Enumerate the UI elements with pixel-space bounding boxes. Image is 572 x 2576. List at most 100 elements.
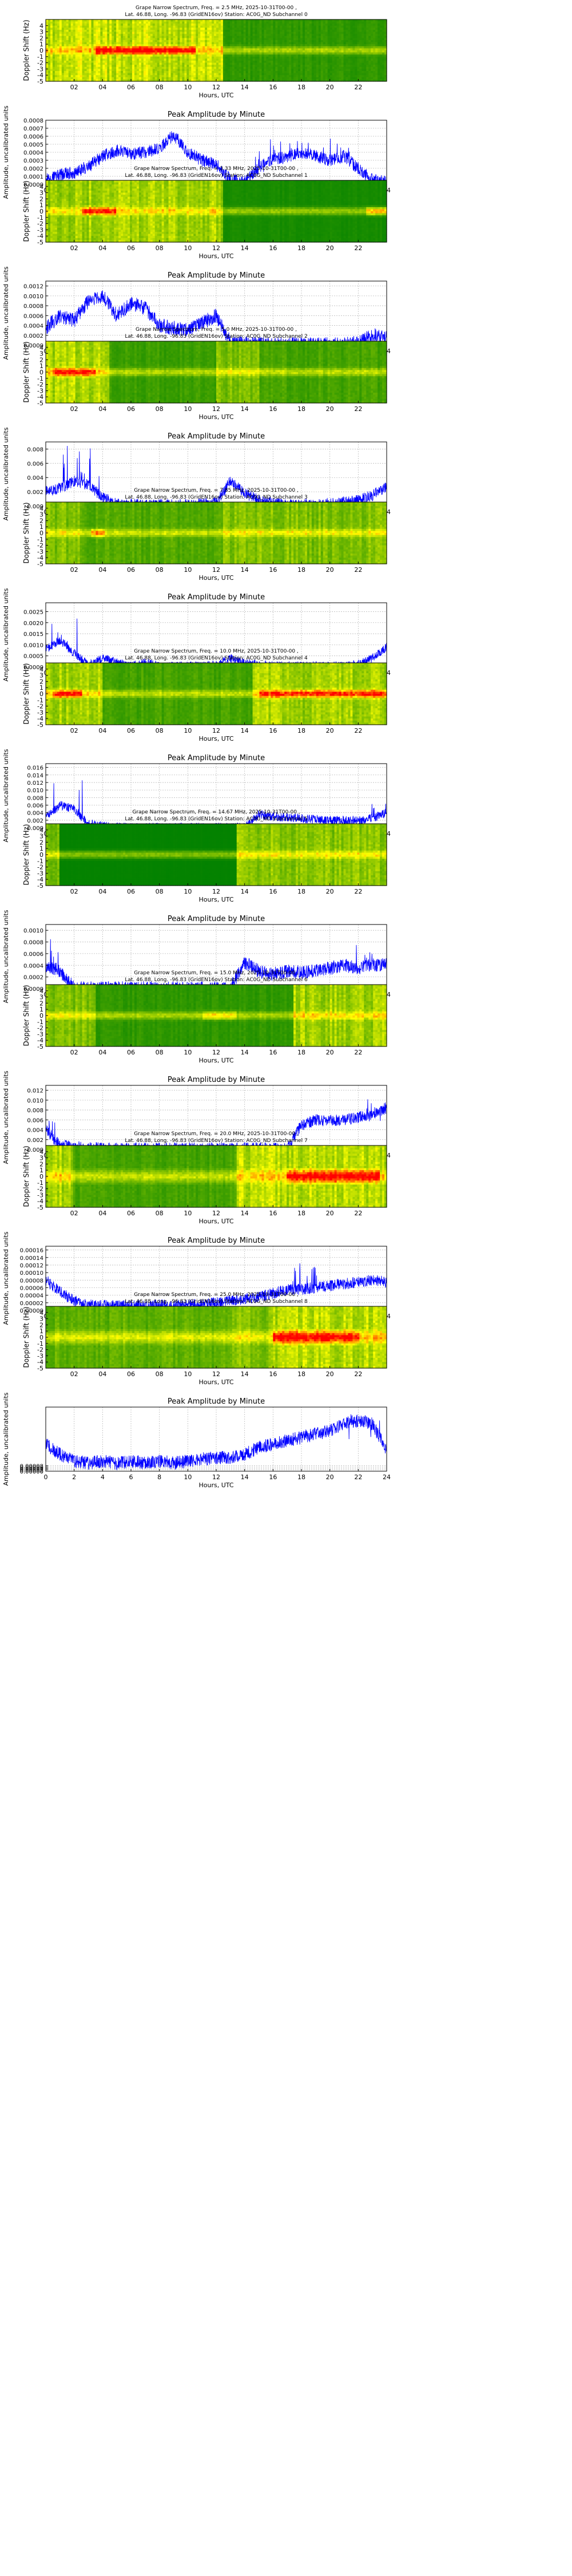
heatmap-cell [50, 199, 53, 202]
heatmap-cell [148, 34, 151, 37]
heatmap-cell [47, 192, 51, 195]
heatmap-cell [77, 25, 81, 28]
heatmap-cell [368, 75, 371, 78]
heatmap-cell [130, 75, 133, 78]
heatmap-cell [287, 52, 289, 55]
heatmap-cell [216, 31, 219, 34]
heatmap-cell [264, 73, 267, 76]
heatmap-cell [57, 213, 60, 216]
heatmap-cell [68, 56, 72, 59]
heatmap-cell [118, 52, 121, 55]
heatmap-cell [291, 31, 294, 34]
heatmap-cell [98, 46, 101, 49]
heatmap-cell [189, 30, 192, 33]
heatmap-cell [70, 23, 74, 26]
heatmap-cell [168, 34, 172, 37]
heatmap-cell [212, 79, 214, 82]
heatmap-cell [73, 21, 76, 24]
heatmap-cell [102, 42, 105, 45]
heatmap-cell [68, 31, 72, 34]
y-tick-label: 0.0001 [23, 174, 43, 180]
heatmap-cell [61, 238, 65, 240]
heatmap-cell [209, 71, 212, 74]
heatmap-cell [63, 227, 67, 230]
heatmap-cell [102, 46, 105, 49]
heatmap-cell [309, 65, 312, 68]
heatmap-cell [184, 27, 187, 30]
heatmap-cell [266, 38, 269, 41]
heatmap-cell [63, 30, 67, 33]
heatmap-cell [70, 195, 74, 197]
heatmap-cell [138, 50, 142, 53]
heatmap-cell [216, 34, 219, 37]
heatmap-cell [89, 42, 92, 45]
heatmap-cell [380, 73, 383, 76]
heatmap-cell [271, 40, 273, 43]
heatmap-cell [73, 44, 76, 47]
heatmap-cell [309, 75, 312, 78]
heatmap-cell [123, 48, 126, 51]
heatmap-cell [373, 62, 376, 65]
heatmap-cell [243, 35, 247, 38]
heatmap-cell [102, 69, 105, 72]
heatmap-cell [339, 66, 342, 69]
heatmap-cell [245, 65, 249, 68]
heatmap-cell [332, 46, 335, 49]
heatmap-cell [218, 34, 221, 37]
heatmap-cell [264, 58, 267, 61]
heatmap-cell [329, 54, 333, 57]
heatmap-cell [275, 50, 278, 53]
heatmap-cell [357, 66, 360, 69]
heatmap-cell [138, 25, 142, 28]
heatmap-cell [239, 34, 242, 37]
heatmap-cell [384, 58, 387, 61]
heatmap-cell [143, 19, 146, 22]
heatmap-cell [198, 79, 201, 82]
heatmap-cell [61, 50, 65, 53]
heatmap-cell [287, 69, 289, 72]
heatmap-cell [264, 46, 267, 49]
heatmap-cell [159, 61, 162, 64]
heatmap-cell [107, 38, 110, 41]
heatmap-cell [125, 34, 128, 37]
heatmap-cell [348, 21, 351, 24]
heatmap-cell [352, 56, 355, 59]
heatmap-cell [102, 34, 105, 37]
heatmap-cell [68, 203, 72, 206]
heatmap-cell [275, 65, 278, 68]
heatmap-cell [229, 79, 233, 82]
heatmap-cell [352, 21, 355, 24]
y-tick-label: 2 [39, 34, 43, 42]
heatmap-cell [68, 48, 72, 51]
heatmap-cell [196, 65, 198, 68]
heatmap-cell [189, 65, 192, 68]
heatmap-cell [382, 35, 385, 38]
heatmap-cell [282, 19, 285, 22]
heatmap-cell [209, 30, 212, 33]
heatmap-cell [54, 65, 58, 68]
heatmap-cell [157, 30, 160, 33]
heatmap-cell [264, 23, 267, 26]
heatmap-cell [220, 79, 224, 82]
heatmap-cell [214, 50, 217, 53]
heatmap-cell [364, 62, 367, 65]
heatmap-cell [68, 54, 72, 57]
heatmap-cell [334, 56, 337, 59]
heatmap-cell [191, 77, 194, 80]
heatmap-cell [350, 79, 353, 82]
heatmap-cell [325, 77, 328, 80]
heatmap-cell [225, 66, 228, 69]
heatmap-cell [96, 42, 98, 45]
heatmap-cell [175, 31, 178, 34]
heatmap-cell [150, 38, 153, 41]
heatmap-cell [107, 66, 110, 69]
heatmap-cell [252, 48, 256, 51]
heatmap-cell [68, 52, 72, 55]
heatmap-cell [334, 77, 337, 80]
heatmap-cell [220, 48, 224, 51]
heatmap-cell [302, 30, 305, 33]
heatmap-cell [329, 56, 333, 59]
heatmap-cell [161, 46, 165, 49]
heatmap-cell [109, 56, 112, 59]
heatmap-cell [229, 19, 233, 22]
